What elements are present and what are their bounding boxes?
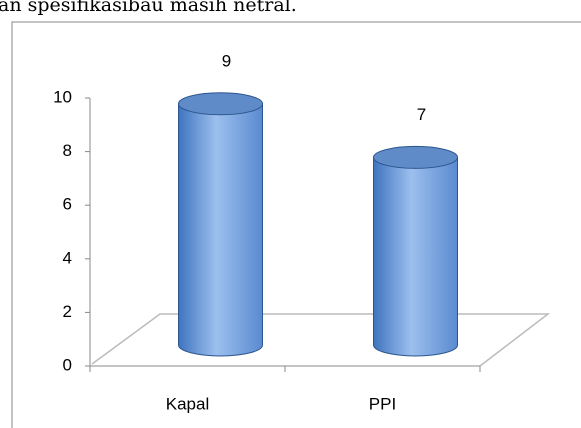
header-text: an spesifikasibau masih netral. (0, 0, 297, 16)
y-tick-label: 2 (63, 302, 72, 321)
y-tick-label: 6 (63, 195, 72, 214)
y-tick-label: 10 (53, 87, 72, 106)
y-tick-label: 0 (63, 355, 72, 374)
x-tick-label: Kapal (166, 394, 209, 413)
value-label: 7 (417, 105, 426, 124)
y-tick-label: 8 (63, 141, 72, 160)
value-label: 9 (222, 51, 231, 70)
floor (91, 313, 551, 367)
bar (373, 156, 458, 357)
y-tick-label: 4 (63, 248, 72, 267)
bar (178, 103, 263, 357)
bar-top (373, 145, 458, 169)
chart-frame (11, 21, 581, 428)
x-tick-label: PPI (369, 394, 396, 413)
bar-top (178, 92, 263, 116)
